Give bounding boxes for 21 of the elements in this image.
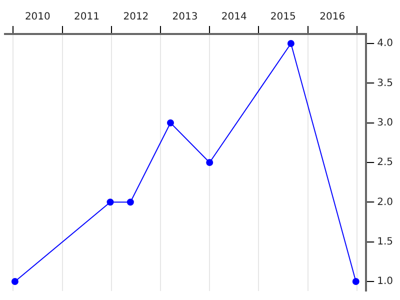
y-tick-label: 1.5: [377, 236, 394, 248]
x-tick-label: 2010: [24, 12, 50, 23]
y-tick-label: 3.5: [377, 78, 394, 89]
point: [206, 159, 214, 166]
y-tick-label: 4.0: [377, 38, 394, 50]
x-tick-label: 2015: [270, 12, 296, 23]
y-tick-label: 3.0: [377, 117, 394, 128]
x-tick-label: 2016: [320, 12, 346, 23]
point: [166, 119, 174, 126]
point: [126, 198, 134, 206]
point: [287, 40, 294, 48]
x-tick-label: 2011: [74, 12, 100, 23]
x-tick-label: 2013: [172, 12, 198, 23]
point: [11, 278, 18, 285]
x-tick-label: 2012: [123, 12, 149, 23]
x-tick-label: 2014: [221, 12, 247, 23]
point: [352, 278, 360, 285]
y-tick-label: 2.0: [377, 196, 394, 208]
y-tick-label: 2.5: [377, 157, 394, 168]
point: [106, 198, 114, 206]
y-tick-label: 1.0: [377, 276, 394, 288]
